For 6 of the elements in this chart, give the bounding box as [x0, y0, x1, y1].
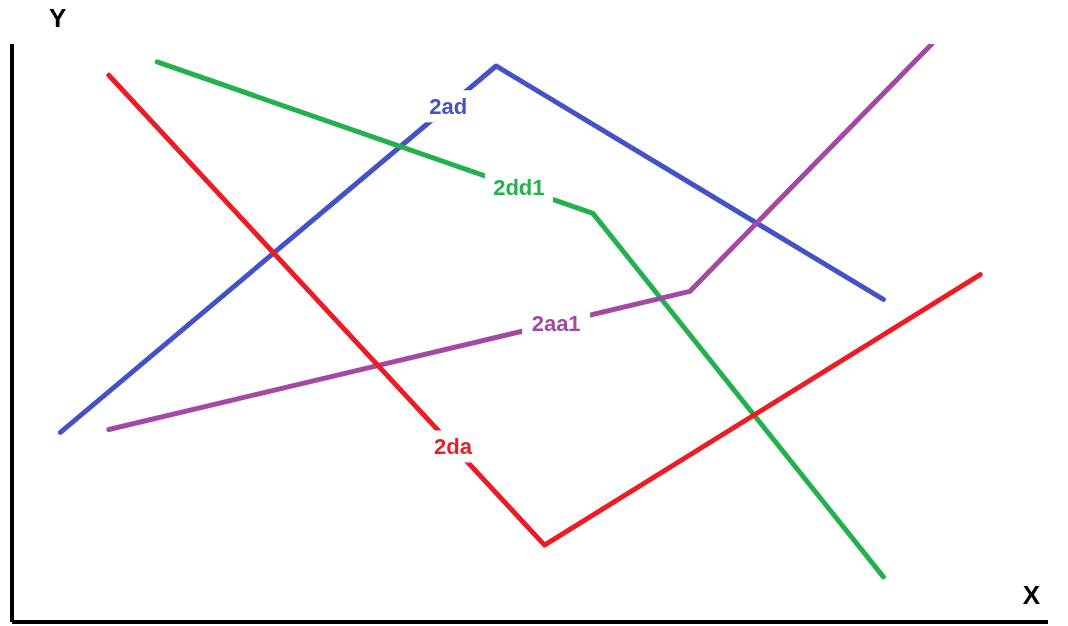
y-axis-title: Y [49, 3, 67, 34]
series-label: 2dd1 [493, 175, 545, 201]
series-label: 2da [434, 433, 473, 459]
series-label: 2aa1 [531, 310, 581, 336]
series-label: 2ad [429, 93, 468, 119]
x-axis-title: X [1022, 580, 1041, 610]
